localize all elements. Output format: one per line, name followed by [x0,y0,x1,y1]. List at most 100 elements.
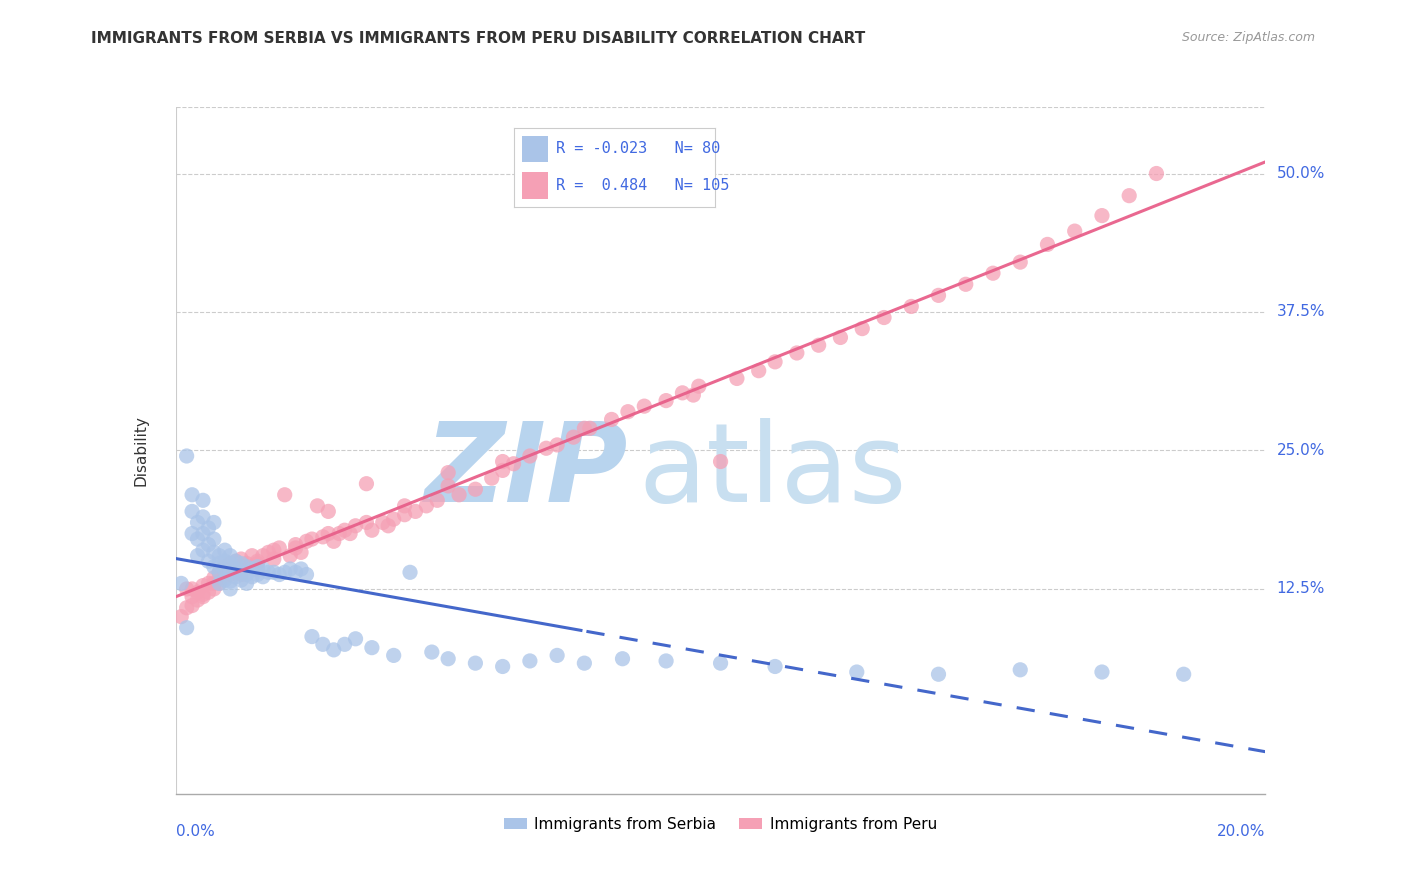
Text: IMMIGRANTS FROM SERBIA VS IMMIGRANTS FROM PERU DISABILITY CORRELATION CHART: IMMIGRANTS FROM SERBIA VS IMMIGRANTS FRO… [91,31,866,46]
Point [655,654,678,668]
Point [274,488,297,502]
Point [339,526,361,541]
Point [214,573,236,587]
Point [278,549,301,563]
Point [394,499,416,513]
Point [360,523,382,537]
Point [464,482,486,496]
Point [318,504,340,518]
Point [399,566,422,580]
Point [219,557,242,571]
Point [295,567,318,582]
Point [928,667,950,681]
Point [186,585,209,599]
Point [176,449,198,463]
Point [312,530,335,544]
Point [830,330,852,344]
Point [219,559,242,574]
Point [534,442,557,456]
Point [328,526,350,541]
Point [1010,255,1032,269]
Point [688,379,710,393]
Point [437,466,460,480]
Point [405,504,427,518]
Point [202,576,225,591]
Point [928,288,950,302]
Point [225,554,247,568]
Point [208,566,231,580]
Text: atlas: atlas [638,417,907,524]
Point [447,488,470,502]
Point [208,557,231,571]
Point [748,364,770,378]
Point [1091,209,1114,223]
Point [263,543,285,558]
Point [214,543,236,558]
Point [219,566,242,580]
Point [356,476,378,491]
Point [246,557,269,571]
Point [214,571,236,585]
Point [202,516,225,530]
Bar [522,136,548,162]
Point [208,566,231,580]
Point [197,521,219,535]
Text: Disability: Disability [134,415,149,486]
Point [290,562,312,576]
Point [845,665,868,679]
Point [225,562,247,576]
Point [225,566,247,580]
Text: 12.5%: 12.5% [1277,582,1324,597]
Point [170,609,193,624]
Point [191,579,214,593]
Point [464,656,486,670]
Point [263,552,285,566]
Point [546,438,568,452]
Point [301,532,323,546]
Point [318,526,340,541]
Point [197,554,219,568]
Point [710,656,733,670]
Point [873,310,896,325]
Point [202,571,225,585]
Point [301,630,323,644]
Point [202,559,225,574]
Point [1173,667,1195,681]
Point [725,371,748,385]
Point [257,566,280,580]
Point [579,421,602,435]
Point [617,405,640,419]
Point [186,516,209,530]
Point [1063,224,1085,238]
Point [333,523,356,537]
Point [519,449,541,463]
Point [240,549,263,563]
Point [225,570,247,584]
Point [382,648,405,663]
Point [176,582,198,596]
Legend: Immigrants from Serbia, Immigrants from Peru: Immigrants from Serbia, Immigrants from … [498,811,943,838]
Point [682,388,704,402]
Text: 50.0%: 50.0% [1277,166,1324,181]
Point [420,645,443,659]
Point [360,640,382,655]
Point [284,538,307,552]
Point [492,659,515,673]
Point [257,545,280,559]
Point [186,549,209,563]
Point [1010,663,1032,677]
Text: Source: ZipAtlas.com: Source: ZipAtlas.com [1181,31,1315,45]
Point [278,562,301,576]
Point [246,563,269,577]
Text: ZIP: ZIP [425,417,628,524]
Point [208,549,231,563]
Point [437,479,460,493]
Point [191,587,214,601]
Point [1144,167,1167,181]
Point [322,643,344,657]
Point [208,576,231,591]
Point [214,559,236,574]
Point [197,576,219,591]
Point [426,493,449,508]
Point [295,534,318,549]
